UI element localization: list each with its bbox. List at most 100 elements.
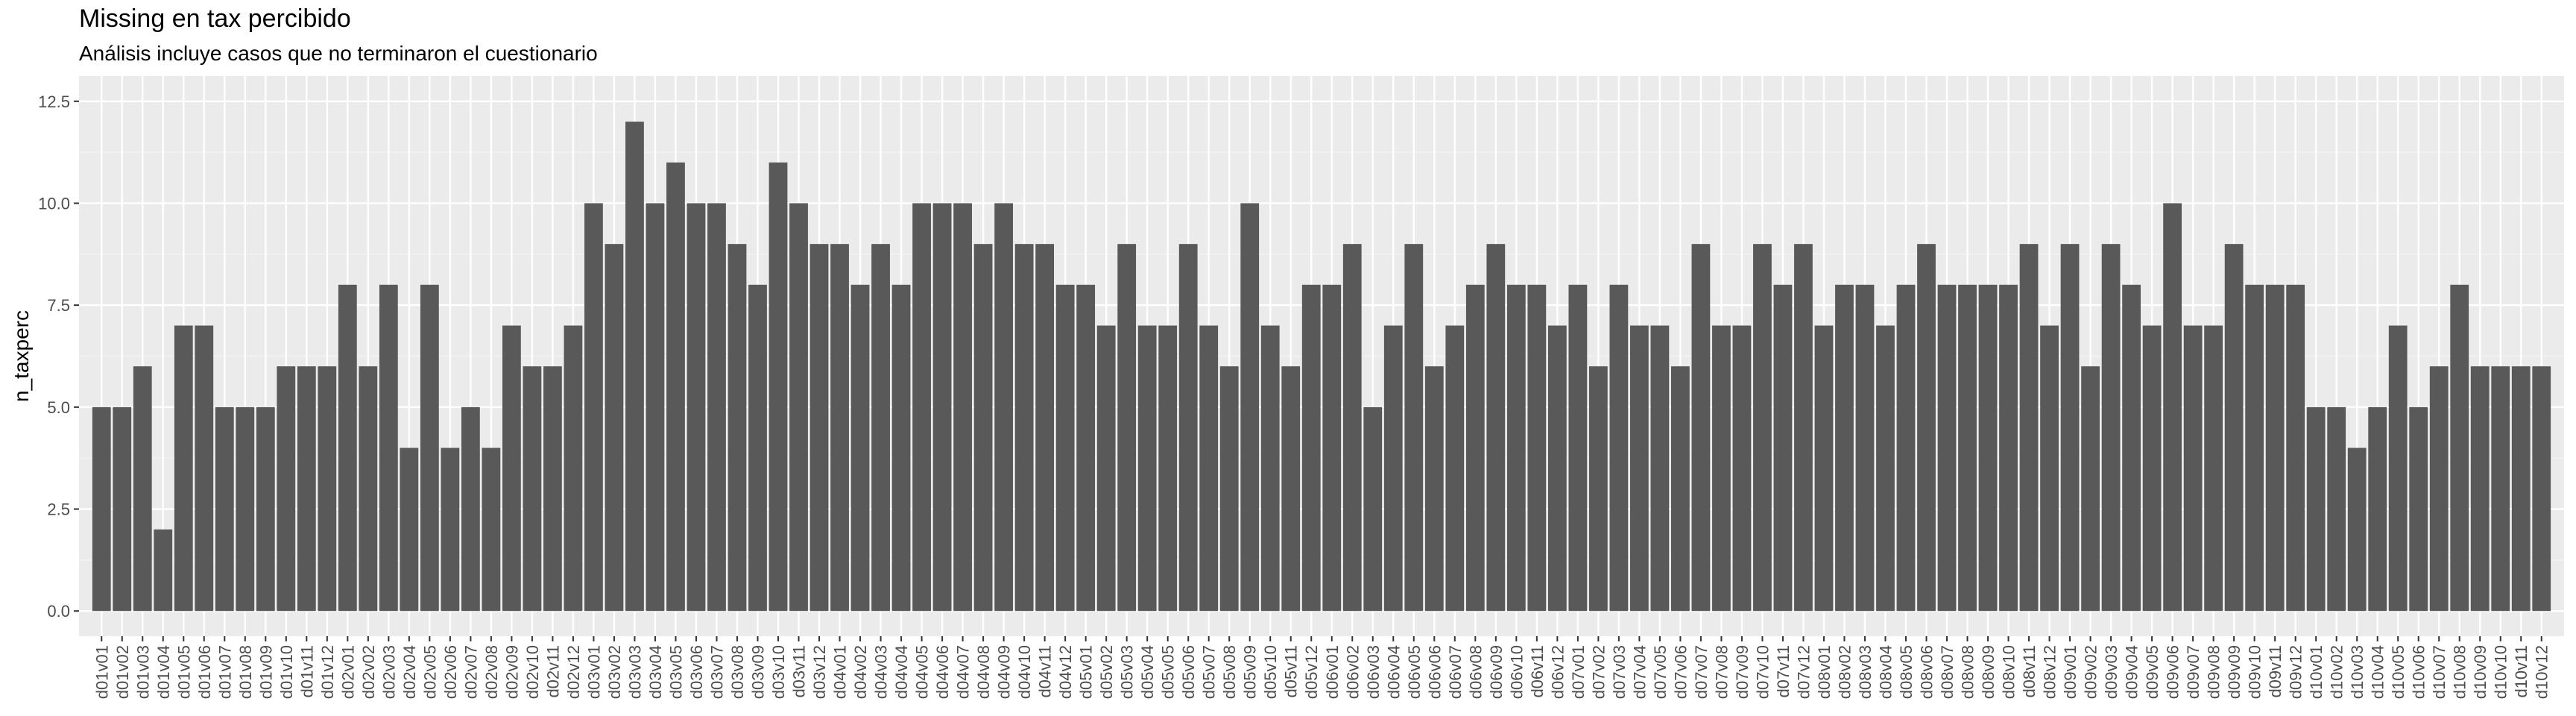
x-tick-label: d04v11 <box>1036 645 1055 698</box>
x-tick-label: d05v04 <box>1138 645 1157 699</box>
x-tick-label: d08v10 <box>2000 645 2018 699</box>
bar-d07v10 <box>1753 244 1772 612</box>
bar-d01v10 <box>277 366 296 612</box>
bar-d05v04 <box>1137 325 1157 612</box>
bar-d02v02 <box>359 366 378 612</box>
bar-d09v12 <box>2286 284 2305 612</box>
bar-d01v04 <box>154 529 173 612</box>
bar-d08v02 <box>1835 284 1854 612</box>
x-tick-label: d06v05 <box>1405 645 1424 699</box>
bar-d04v05 <box>912 203 931 612</box>
chart-subtitle: Análisis incluye casos que no terminaron… <box>79 42 598 65</box>
bar-d07v04 <box>1629 325 1649 612</box>
x-tick-label: d07v11 <box>1774 645 1793 698</box>
bar-d09v06 <box>2163 203 2182 612</box>
bar-d08v07 <box>1937 284 1957 612</box>
x-tick-label: d09v06 <box>2164 645 2182 699</box>
x-tick-label: d09v10 <box>2246 645 2264 699</box>
x-tick-label: d10v03 <box>2348 645 2367 699</box>
bar-d06v01 <box>1322 284 1342 612</box>
bar-d04v10 <box>1014 244 1034 612</box>
bar-d04v02 <box>850 284 870 612</box>
x-tick-label: d03v03 <box>625 645 644 699</box>
x-tick-label: d03v07 <box>708 645 727 699</box>
bar-d07v06 <box>1671 366 1690 612</box>
bar-d10v07 <box>2429 366 2449 612</box>
bar-d05v01 <box>1076 284 1096 612</box>
x-tick-label: d01v06 <box>195 645 214 699</box>
bar-d02v05 <box>420 284 439 612</box>
x-tick-label: d07v02 <box>1589 645 1608 699</box>
y-tick-label: 2.5 <box>47 500 70 519</box>
x-tick-label: d02v02 <box>359 645 378 699</box>
x-tick-label: d08v03 <box>1856 645 1875 699</box>
x-tick-label: d10v02 <box>2328 645 2346 699</box>
x-tick-label: d05v03 <box>1118 645 1137 699</box>
bar-d03v07 <box>707 203 726 612</box>
bar-d10v10 <box>2491 366 2510 612</box>
x-tick-label: d03v09 <box>749 645 768 699</box>
x-tick-label: d01v07 <box>215 645 234 699</box>
x-tick-label: d06v12 <box>1548 645 1567 699</box>
y-tick-label: 5.0 <box>47 398 70 417</box>
bar-d06v04 <box>1383 325 1403 612</box>
bar-d02v09 <box>502 325 521 612</box>
x-tick-label: d07v09 <box>1733 645 1752 699</box>
bar-d06v02 <box>1342 244 1362 612</box>
bar-d03v01 <box>584 203 603 612</box>
bar-d01v11 <box>297 366 316 612</box>
bar-d03v11 <box>789 203 808 612</box>
bar-d08v10 <box>1999 284 2018 612</box>
bar-d02v07 <box>461 406 480 612</box>
bar-d02v03 <box>379 284 398 612</box>
bar-d04v04 <box>891 284 911 612</box>
bar-d04v08 <box>973 244 993 612</box>
x-tick-label: d07v01 <box>1569 645 1588 699</box>
x-tick-label: d06v06 <box>1425 645 1444 699</box>
bar-d01v12 <box>318 366 337 612</box>
bar-d02v04 <box>400 448 419 612</box>
bar-d04v12 <box>1055 284 1075 612</box>
bar-d09v02 <box>2081 366 2100 612</box>
x-tick-label: d09v11 <box>2266 645 2285 698</box>
y-tick-label: 0.0 <box>47 602 70 621</box>
y-tick-label: 10.0 <box>38 194 70 213</box>
x-tick-label: d09v03 <box>2102 645 2121 699</box>
x-tick-label: d05v08 <box>1220 645 1239 699</box>
x-tick-label: d10v08 <box>2451 645 2469 699</box>
bar-d08v04 <box>1876 325 1895 612</box>
bar-d05v02 <box>1096 325 1116 612</box>
bar-d07v02 <box>1588 366 1608 612</box>
bar-d02v06 <box>441 448 460 612</box>
bar-d07v07 <box>1691 244 1711 612</box>
bar-d06v09 <box>1486 244 1506 612</box>
x-tick-label: d09v01 <box>2061 645 2080 699</box>
x-tick-label: d01v05 <box>174 645 193 699</box>
x-tick-label: d08v04 <box>1876 645 1895 699</box>
x-tick-label: d03v01 <box>584 645 603 699</box>
x-tick-label: d10v04 <box>2369 645 2387 699</box>
bar-d06v11 <box>1527 284 1547 612</box>
x-tick-label: d05v09 <box>1241 645 1260 699</box>
x-tick-label: d06v02 <box>1343 645 1362 699</box>
x-tick-label: d10v05 <box>2389 645 2408 699</box>
x-tick-label: d04v12 <box>1056 645 1075 699</box>
bar-d05v06 <box>1178 244 1198 612</box>
bar-d03v09 <box>748 284 767 612</box>
bar-d05v12 <box>1301 284 1321 612</box>
bar-d08v03 <box>1855 284 1875 612</box>
x-tick-label: d06v01 <box>1323 645 1342 699</box>
x-tick-label: d08v07 <box>1938 645 1957 699</box>
bar-d01v01 <box>92 406 111 612</box>
bar-d06v06 <box>1424 366 1444 612</box>
x-tick-label: d08v11 <box>2020 645 2039 698</box>
bar-d04v03 <box>871 244 890 612</box>
x-tick-label: d09v09 <box>2225 645 2244 699</box>
bar-d10v03 <box>2347 448 2367 612</box>
x-tick-label: d10v01 <box>2307 645 2326 699</box>
bar-d10v02 <box>2327 406 2346 612</box>
bar-d09v11 <box>2265 284 2285 612</box>
bar-d01v02 <box>113 406 132 612</box>
bar-d09v07 <box>2183 325 2203 612</box>
